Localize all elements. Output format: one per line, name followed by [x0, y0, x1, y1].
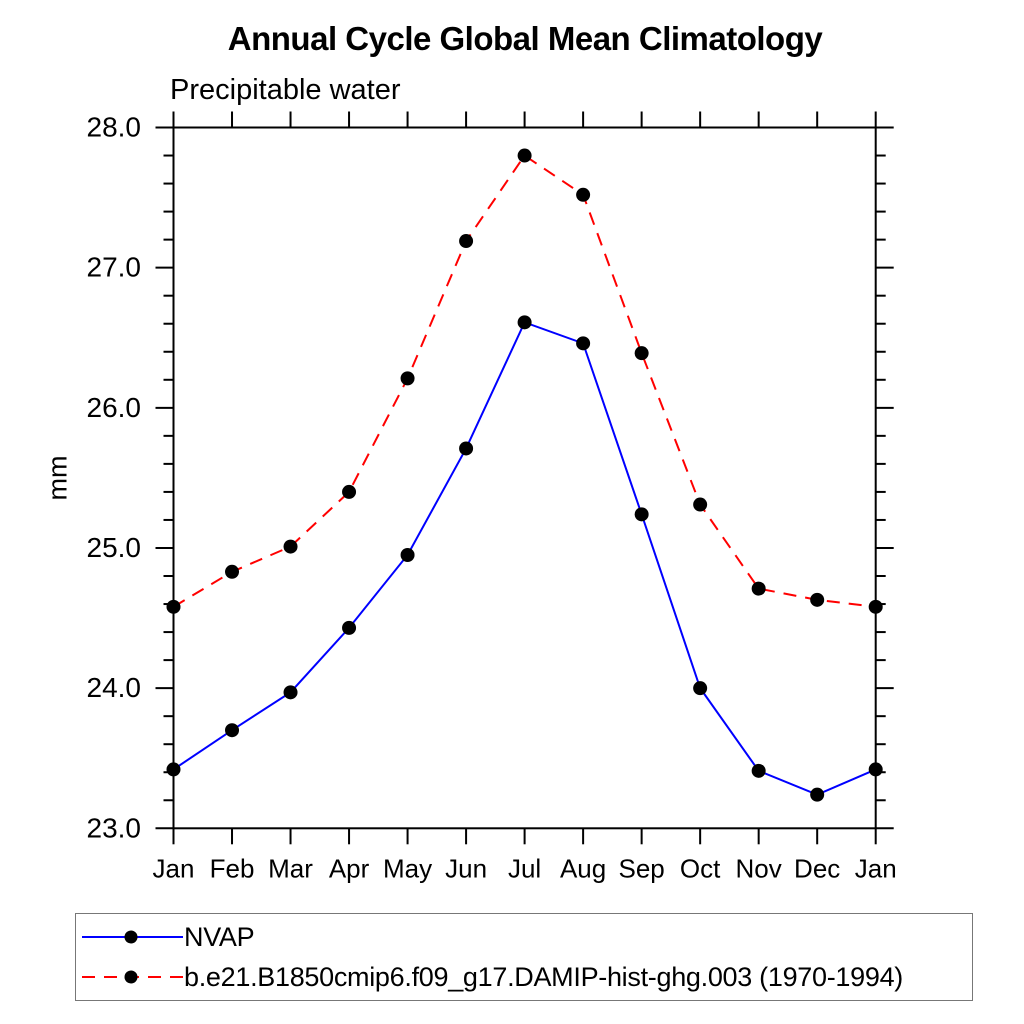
data-point-marker-nvap [400, 547, 415, 562]
legend-row-model: b.e21.B1850cmip6.f09_g17.DAMIP-hist-ghg.… [81, 959, 903, 995]
legend-label: b.e21.B1850cmip6.f09_g17.DAMIP-hist-ghg.… [184, 961, 903, 992]
x-tick-label: Mar [268, 853, 313, 883]
y-tick-label: 28.0 [87, 112, 142, 143]
data-point-marker-model [166, 599, 181, 614]
series-line-model [172, 154, 876, 608]
x-tick-label: Jan [153, 853, 195, 883]
y-tick-label: 26.0 [87, 392, 142, 423]
x-tick-label: Dec [794, 853, 840, 883]
legend-line-sample [82, 970, 183, 984]
data-point-marker-nvap [225, 723, 240, 738]
data-point-marker-nvap [868, 762, 883, 777]
data-point-marker-nvap [751, 763, 766, 778]
y-tick-label: 23.0 [87, 812, 142, 843]
data-point-marker-model [751, 581, 766, 596]
data-point-marker-model [283, 539, 298, 554]
data-point-marker-nvap [693, 681, 708, 696]
data-point-marker-model [810, 592, 825, 607]
data-point-marker-model [342, 484, 357, 499]
x-tick-label: Apr [329, 853, 370, 883]
data-point-marker-nvap [517, 315, 532, 330]
legend-line-sample [82, 930, 183, 944]
data-point-marker-nvap [576, 336, 591, 351]
data-point-marker-model [459, 234, 474, 249]
chart-subtitle: Precipitable water [170, 74, 401, 106]
x-tick-label: Jul [508, 853, 541, 883]
x-tick-label: Oct [680, 853, 721, 883]
data-point-marker-model [868, 599, 883, 614]
chart-title: Annual Cycle Global Mean Climatology [227, 20, 823, 57]
data-point-marker-nvap [459, 441, 474, 456]
x-tick-label: Nov [736, 853, 782, 883]
x-tick-label: Jan [855, 853, 897, 883]
y-tick-label: 25.0 [87, 532, 142, 563]
legend-marker-icon [124, 970, 138, 984]
axis-frame [172, 126, 877, 830]
data-point-marker-nvap [166, 762, 181, 777]
x-tick-label: Aug [560, 853, 606, 883]
data-point-marker-model [576, 187, 591, 202]
legend-label: NVAP [184, 921, 255, 952]
data-point-marker-nvap [810, 787, 825, 802]
legend-marker-icon [124, 930, 138, 944]
data-point-marker-model [693, 497, 708, 512]
x-tick-label: May [383, 853, 432, 883]
data-point-marker-model [517, 148, 532, 163]
data-point-marker-nvap [342, 620, 357, 635]
data-point-marker-nvap [283, 685, 298, 700]
data-point-marker-model [400, 371, 415, 386]
data-point-marker-nvap [634, 507, 649, 522]
data-point-marker-model [225, 564, 240, 579]
y-tick-label: 24.0 [87, 672, 142, 703]
series-line-nvap [172, 321, 877, 796]
legend-box: NVAP b.e21.B1850cmip6.f09_g17.DAMIP-hist-… [75, 913, 973, 1001]
x-tick-label: Jun [445, 853, 487, 883]
x-tick-label: Feb [210, 853, 255, 883]
x-tick-label: Sep [619, 853, 665, 883]
data-point-marker-model [634, 346, 649, 361]
y-tick-label: 27.0 [87, 252, 142, 283]
legend-row-nvap: NVAP [81, 919, 255, 955]
